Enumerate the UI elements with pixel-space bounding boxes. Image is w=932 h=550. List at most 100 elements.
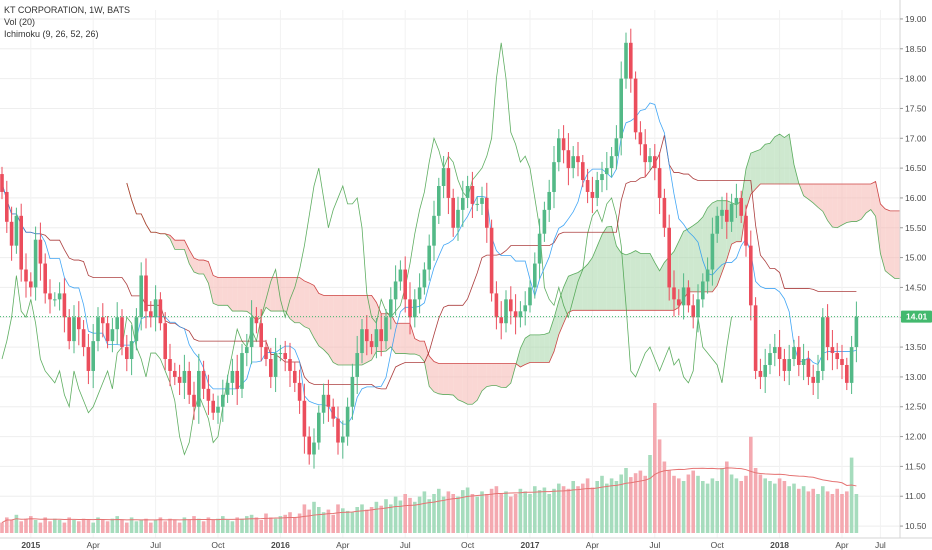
- candle-body: [633, 78, 638, 133]
- candle-body: [293, 370, 297, 383]
- time-tick-label: Apr: [835, 540, 848, 550]
- cloud-segment: [698, 217, 703, 292]
- candle-body: [523, 305, 527, 312]
- candle-body: [701, 281, 705, 300]
- cloud-segment: [208, 261, 214, 304]
- volume-bar: [221, 516, 225, 533]
- candle-body: [485, 197, 489, 228]
- cloud-segment: [846, 184, 852, 223]
- symbol-title[interactable]: KT CORPORATION, 1W, BATS: [4, 5, 131, 15]
- cloud-segment: [597, 234, 602, 311]
- volume-bar: [451, 494, 455, 533]
- price-tick-label: 19.00: [905, 14, 927, 24]
- volume-bar: [763, 478, 767, 533]
- cloud-segment: [870, 181, 876, 217]
- cloud-segment: [400, 323, 406, 354]
- cloud-segment: [328, 295, 334, 363]
- candle-body: [614, 138, 619, 157]
- cloud-segment: [813, 184, 818, 208]
- cloud-segment: [184, 240, 190, 264]
- volume-bar: [475, 496, 479, 533]
- candle-body: [249, 317, 254, 348]
- cloud-segment: [486, 363, 492, 387]
- price-tick-label: 16.00: [905, 193, 927, 203]
- time-axis[interactable]: 2015 Apr Jul Oct 2016 Apr Jul Oct 2017 Apr Jul Oct 2…: [0, 537, 932, 550]
- candle-body: [86, 347, 91, 371]
- time-tick-label: Apr: [586, 540, 599, 550]
- volume-bar: [485, 494, 489, 533]
- candle-body: [705, 269, 710, 282]
- candle-body: [101, 317, 105, 324]
- volume-study-label[interactable]: Vol (20): [4, 17, 36, 27]
- price-tick-label: 15.00: [905, 253, 927, 263]
- candle-body: [629, 42, 633, 79]
- candle-body: [125, 347, 129, 360]
- volume-bar: [297, 513, 302, 533]
- candle-body: [557, 138, 561, 163]
- volume-bar: [33, 520, 38, 533]
- candle-body: [744, 215, 748, 246]
- candle-body: [446, 168, 451, 198]
- volume-bar: [672, 475, 676, 533]
- volume-bar: [681, 481, 686, 533]
- candle-body: [854, 316, 859, 348]
- cloud-segment: [314, 285, 319, 346]
- cloud-segment: [222, 277, 228, 306]
- cloud-segment: [174, 240, 180, 250]
- time-tick-label: Apr: [336, 540, 349, 550]
- cloud-segment: [414, 338, 420, 356]
- candle-body: [413, 299, 417, 318]
- candle-body: [749, 245, 753, 306]
- volume-bar: [605, 483, 609, 533]
- volume-bar: [768, 481, 772, 533]
- volume-bar: [816, 494, 820, 533]
- candle-body: [720, 209, 724, 216]
- candle-body: [173, 370, 177, 377]
- cloud-segment: [333, 295, 338, 365]
- cloud-segment: [822, 184, 828, 221]
- time-tick-label: 2018: [770, 540, 789, 550]
- volume-bar: [849, 457, 854, 533]
- cloud-segment: [866, 184, 871, 214]
- volume-bar: [269, 517, 273, 533]
- volume-bar: [163, 521, 167, 533]
- candle-body: [504, 299, 508, 324]
- candle-body: [739, 197, 743, 216]
- candle-body: [326, 394, 331, 407]
- cloud-segment: [750, 151, 756, 195]
- volume-bar: [509, 496, 513, 533]
- volume-bar: [609, 478, 614, 533]
- candle-body: [470, 186, 475, 204]
- candle-body: [427, 245, 431, 270]
- cloud-segment: [885, 208, 890, 275]
- volume-bar: [14, 514, 19, 533]
- volume-bar: [729, 474, 734, 533]
- cloud-segment: [683, 228, 689, 299]
- volume-bar: [633, 473, 638, 533]
- volume-bar: [835, 488, 839, 533]
- cloud-segment: [462, 363, 468, 405]
- ichimoku-study-label[interactable]: Ichimoku (9, 26, 52, 26): [4, 29, 99, 39]
- volume-bar: [825, 491, 830, 533]
- cloud-segment: [429, 356, 434, 392]
- conversion-line: [1, 102, 857, 425]
- candle-body: [206, 388, 211, 401]
- volume-bar: [125, 522, 129, 533]
- candle-body: [509, 299, 513, 312]
- cloud-segment: [554, 301, 559, 352]
- volume-bar: [432, 494, 436, 533]
- candle-body: [662, 197, 667, 228]
- volume-bar: [840, 494, 844, 533]
- volume-bar: [792, 483, 796, 533]
- volume-bar: [701, 481, 705, 533]
- cloud-segment: [448, 363, 454, 396]
- cloud-segment: [894, 210, 900, 279]
- price-axis[interactable]: 19.00 18.50 18.00 17.50 17.00 16.50 16.00 15.50…: [899, 0, 932, 550]
- price-tick-label: 16.50: [905, 163, 927, 173]
- cloud-segment: [189, 249, 194, 273]
- price-tick-label: 17.00: [905, 133, 927, 143]
- candle-body: [264, 347, 268, 360]
- volume-bar: [369, 507, 374, 533]
- volume-bar: [643, 475, 647, 533]
